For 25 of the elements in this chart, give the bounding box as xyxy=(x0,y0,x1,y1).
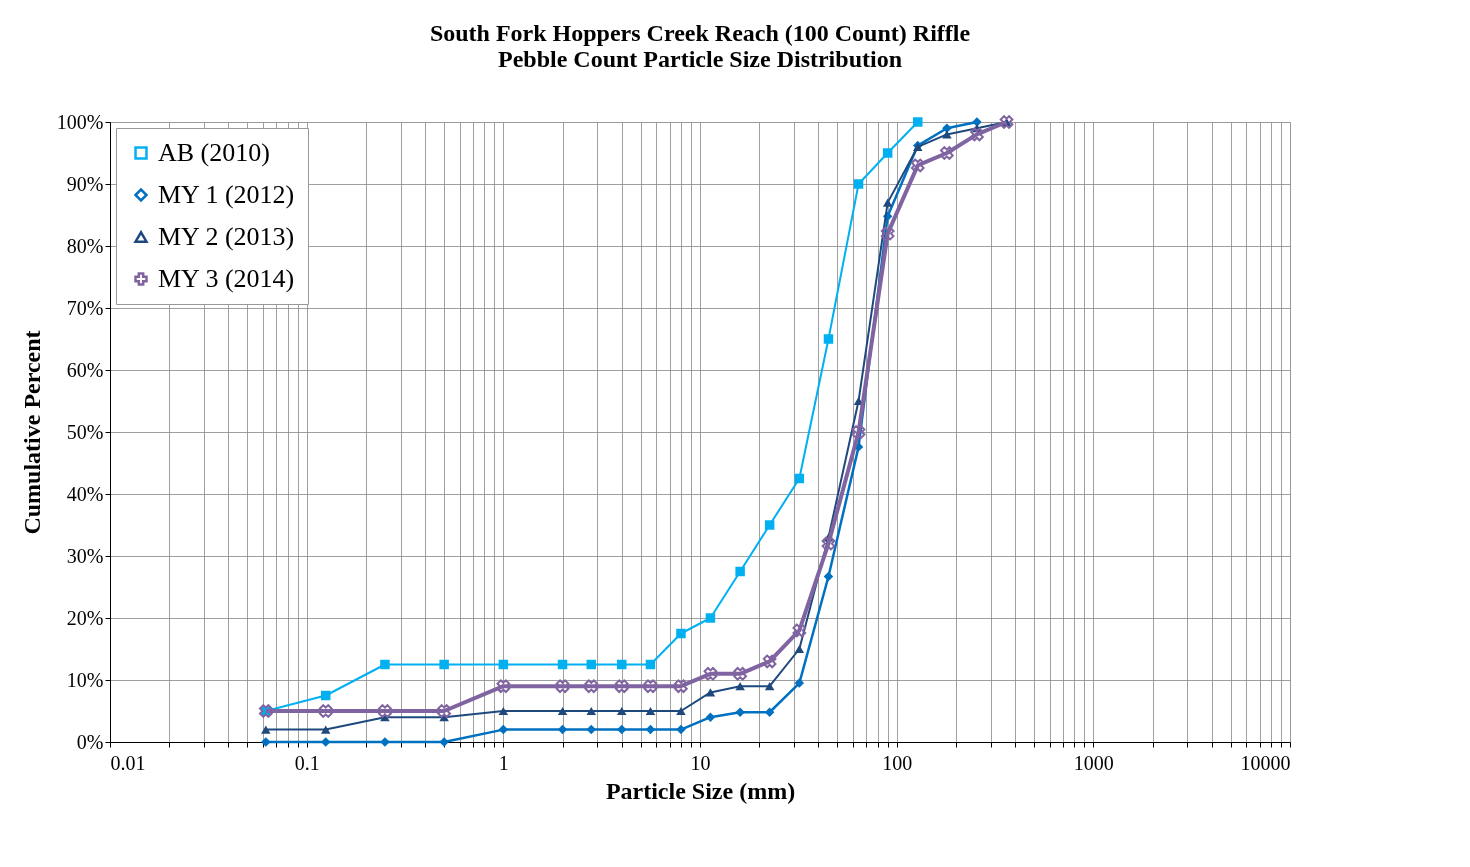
legend-label: MY 3 (2014) xyxy=(158,264,295,293)
y-tick-label: 0% xyxy=(76,730,104,753)
y-tick-label: 70% xyxy=(66,296,104,319)
y-tick-label: 80% xyxy=(66,234,104,257)
x-tick-label: 10 xyxy=(690,751,711,774)
y-tick-label: 10% xyxy=(66,668,104,691)
x-tick-label: 1 xyxy=(498,751,509,774)
x-tick-label: 0.01 xyxy=(110,751,146,774)
y-tick-label: 90% xyxy=(66,172,104,195)
y-axis-title: Cumulative Percent xyxy=(18,330,45,535)
legend-label: MY 1 (2012) xyxy=(158,180,295,209)
y-tick-label: 100% xyxy=(56,110,104,133)
legend-label: MY 2 (2013) xyxy=(158,222,295,251)
x-axis-title: Particle Size (mm) xyxy=(605,777,796,804)
y-tick-label: 50% xyxy=(66,420,104,443)
y-tick-label: 20% xyxy=(66,606,104,629)
x-tick-label: 0.1 xyxy=(294,751,320,774)
y-tick-label: 60% xyxy=(66,358,104,381)
y-tick-label: 40% xyxy=(66,482,104,505)
x-tick-label: 10000 xyxy=(1240,751,1291,774)
x-tick-label: 100 xyxy=(882,751,913,774)
x-tick-label: 1000 xyxy=(1073,751,1114,774)
chart-title: South Fork Hoppers Creek Reach (100 Count) Riffle Pebble Count Particle Size Distribution xyxy=(429,20,971,72)
legend-label: AB (2010) xyxy=(158,138,270,167)
y-tick-label: 30% xyxy=(66,544,104,567)
